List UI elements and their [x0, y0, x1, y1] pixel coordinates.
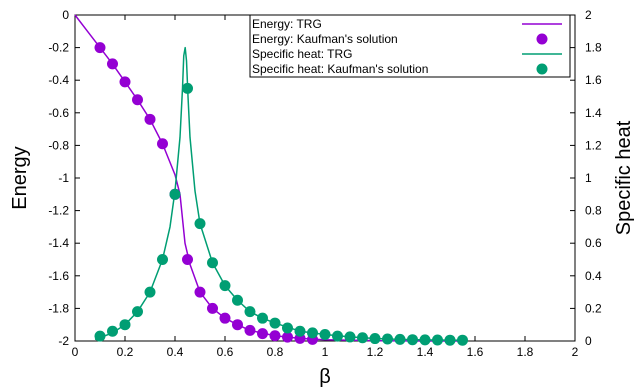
legend-label-energy-kaufman: Energy: Kaufman's solution — [252, 32, 398, 46]
series-point-3 — [169, 188, 181, 200]
x-axis-title: β — [319, 366, 331, 388]
x-tick-label: 0 — [72, 345, 79, 359]
series-point-1 — [107, 58, 118, 70]
y-right-tick-label: 0.8 — [585, 204, 602, 218]
series-point-3 — [157, 254, 168, 265]
series-point-3 — [119, 319, 131, 331]
series-point-3 — [382, 333, 393, 345]
series-point-3 — [344, 331, 356, 343]
series-layer — [74, 14, 468, 346]
series-point-1 — [257, 328, 268, 340]
series-point-1 — [194, 286, 206, 298]
series-point-1 — [132, 94, 143, 106]
legend-swatch-specific-heat-kaufman — [536, 63, 548, 75]
series-point-3 — [144, 286, 156, 298]
series-point-3 — [394, 333, 406, 345]
series-point-3 — [94, 330, 106, 342]
x-tick-label: 1 — [322, 345, 329, 359]
x-tick-label: 1.2 — [367, 345, 384, 359]
y-right-tick-label: 0.2 — [585, 301, 602, 315]
series-point-3 — [419, 334, 431, 346]
y-left-tick-label: -1.8 — [48, 301, 69, 315]
y-left-tick-label: -1 — [58, 171, 69, 185]
y-right-tick-label: 1.2 — [585, 138, 602, 152]
ticks-layer: 0 0.2 0.4 0.6 0.8 1 1.2 1.4 1.6 1.8 20-0.2-0.4-0.6… — [48, 8, 602, 359]
series-point-3 — [107, 325, 118, 337]
series-point-3 — [219, 280, 231, 292]
legend: Energy: TRG Energy: Kaufman's solution S… — [249, 14, 571, 78]
y-right-tick-label: 0.4 — [585, 269, 602, 283]
legend-swatch-energy-kaufman — [536, 33, 548, 45]
y-right-tick-label: 1.4 — [585, 106, 602, 120]
x-tick-label: 1.6 — [467, 345, 484, 359]
series-point-3 — [182, 82, 193, 94]
series-point-1 — [269, 330, 281, 342]
series-point-1 — [182, 254, 193, 265]
legend-label-energy-trg: Energy: TRG — [252, 17, 322, 31]
series-point-3 — [232, 294, 243, 306]
series-point-3 — [257, 312, 268, 324]
legend-label-specific-heat-kaufman: Specific heat: Kaufman's solution — [252, 62, 428, 76]
series-point-3 — [432, 334, 443, 346]
series-point-1 — [144, 113, 156, 125]
series-point-3 — [132, 306, 143, 318]
y-right-tick-label: 1.6 — [585, 73, 602, 87]
series-point-3 — [244, 306, 256, 318]
series-point-1 — [157, 138, 168, 150]
y-left-tick-label: -2 — [58, 334, 69, 348]
series-point-3 — [194, 218, 206, 230]
series-point-1 — [119, 76, 131, 88]
series-point-1 — [94, 42, 106, 54]
series-point-1 — [232, 319, 243, 331]
series-point-3 — [307, 327, 318, 339]
y-left-tick-label: -0.4 — [48, 73, 69, 87]
series-point-1 — [244, 324, 256, 336]
x-tick-label: 0.2 — [117, 345, 134, 359]
y-left-tick-label: -0.2 — [48, 41, 69, 55]
series-point-3 — [457, 334, 468, 346]
y-left-tick-label: -0.8 — [48, 138, 69, 152]
x-tick-label: 0.6 — [217, 345, 234, 359]
series-point-1 — [282, 331, 293, 343]
series-point-1 — [219, 312, 231, 324]
x-tick-label: 0.4 — [167, 345, 184, 359]
series-point-3 — [207, 257, 218, 269]
y-right-tick-label: 1.8 — [585, 41, 602, 55]
y-right-tick-label: 2 — [585, 8, 592, 22]
series-point-3 — [357, 332, 368, 344]
series-point-1 — [207, 302, 218, 314]
y-left-tick-label: -1.2 — [48, 204, 69, 218]
series-point-3 — [444, 334, 456, 346]
y-left-tick-label: -1.4 — [48, 236, 69, 250]
y-left-tick-label: -0.6 — [48, 106, 69, 120]
y-left-tick-label: 0 — [62, 8, 69, 22]
series-point-3 — [294, 325, 306, 337]
series-point-3 — [282, 322, 293, 334]
y-right-tick-label: 0.6 — [585, 236, 602, 250]
x-tick-label: 1.8 — [517, 345, 534, 359]
y-right-tick-label: 0 — [585, 334, 592, 348]
y-axis-left-title: Energy — [9, 146, 31, 209]
series-point-3 — [407, 334, 418, 346]
y-right-tick-label: 1 — [585, 171, 592, 185]
legend-box — [249, 14, 571, 78]
series-point-3 — [319, 328, 331, 340]
y-axis-right-title: Specific heat — [613, 120, 635, 235]
series-point-3 — [332, 330, 343, 342]
series-point-3 — [369, 333, 381, 345]
x-tick-label: 0.8 — [267, 345, 284, 359]
y-left-tick-label: -1.6 — [48, 269, 69, 283]
legend-label-specific-heat-trg: Specific heat: TRG — [252, 47, 353, 61]
x-tick-label: 2 — [572, 345, 579, 359]
series-point-3 — [269, 317, 281, 329]
x-tick-label: 1.4 — [417, 345, 434, 359]
